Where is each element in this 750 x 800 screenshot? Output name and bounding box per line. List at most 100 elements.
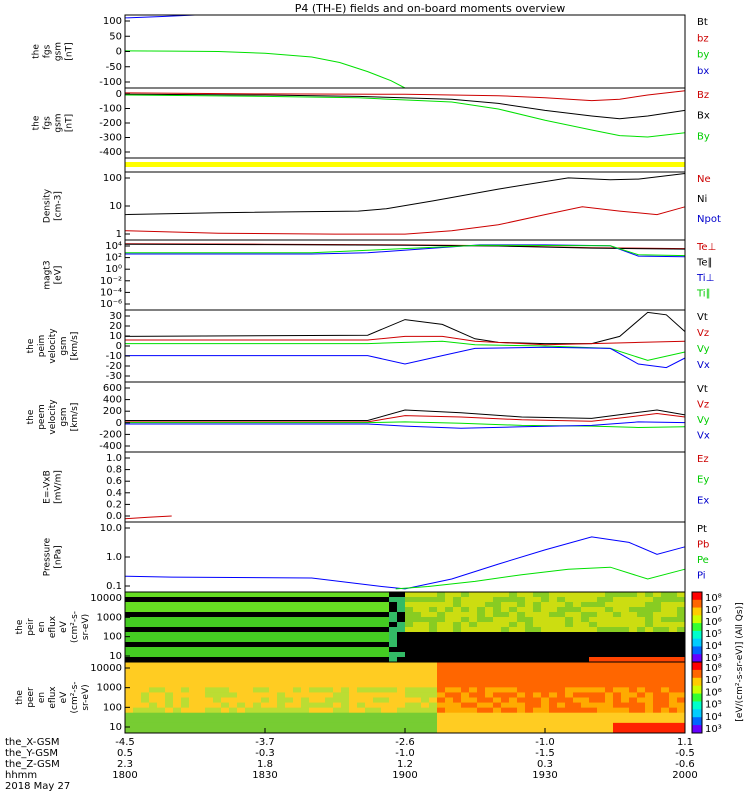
heatmap-cell — [389, 667, 398, 673]
heatmap-cell — [557, 692, 566, 698]
heatmap-cell — [573, 712, 582, 719]
heatmap-cell — [229, 657, 238, 663]
heatmap-cell — [165, 727, 174, 734]
heatmap-cell — [629, 607, 638, 613]
heatmap-cell — [413, 592, 422, 598]
heatmap-cell — [341, 647, 350, 653]
heatmap-cell — [621, 612, 630, 618]
heatmap-cell — [229, 722, 238, 729]
heatmap-cell — [165, 717, 174, 724]
panel-flag-bar — [124, 157, 686, 173]
heatmap-cell — [213, 642, 222, 648]
heatmap-cell — [645, 692, 654, 698]
heatmap-cell — [293, 617, 302, 623]
heatmap-cell — [397, 722, 406, 729]
heatmap-cell — [309, 697, 318, 704]
heatmap-cell — [597, 687, 606, 693]
heatmap-cell — [597, 667, 606, 673]
legend-entry: by — [697, 50, 709, 61]
y-tick-label: -30 — [106, 371, 122, 382]
heatmap-cell — [629, 612, 638, 618]
heatmap-cell — [213, 692, 222, 698]
x-tick-label: 2000 — [672, 770, 697, 781]
heatmap-cell — [629, 617, 638, 623]
heatmap-cell — [141, 642, 150, 648]
heatmap-cell — [389, 597, 398, 603]
heatmap-cell — [501, 652, 510, 658]
y-tick-label: 1.0 — [106, 552, 122, 563]
heatmap-cell — [661, 722, 670, 729]
heatmap-cell — [237, 602, 246, 608]
heatmap-cell — [165, 702, 174, 709]
heatmap-cell — [357, 642, 366, 648]
heatmap-cell — [637, 672, 646, 678]
heatmap-cell — [197, 682, 206, 688]
heatmap-cell — [349, 652, 358, 658]
heatmap-cell — [461, 652, 470, 658]
heatmap-cell — [245, 667, 254, 673]
x-tick-label: -0.5 — [675, 748, 695, 759]
heatmap-cell — [453, 602, 462, 608]
heatmap-cell — [341, 707, 350, 714]
heatmap-cell — [397, 627, 406, 633]
heatmap-cell — [341, 712, 350, 719]
heatmap-cell — [485, 692, 494, 698]
colorbar-swatch — [692, 677, 702, 687]
heatmap-cell — [389, 682, 398, 688]
heatmap-cell — [501, 677, 510, 683]
heatmap-cell — [365, 652, 374, 658]
heatmap-cell — [405, 687, 414, 693]
heatmap-cell — [637, 627, 646, 633]
heatmap-cell — [349, 597, 358, 603]
colorbar-tick-label: 10³ — [705, 653, 722, 664]
heatmap-cell — [373, 677, 382, 683]
heatmap-cell — [285, 612, 294, 618]
heatmap-cell — [597, 647, 606, 653]
heatmap-cell — [197, 612, 206, 618]
heatmap-cell — [517, 612, 526, 618]
heatmap-cell — [565, 592, 574, 598]
heatmap-cell — [325, 622, 334, 628]
heatmap-cell — [533, 702, 542, 709]
heatmap-cell — [141, 632, 150, 638]
heatmap-cell — [525, 637, 534, 643]
heatmap-cell — [477, 692, 486, 698]
heatmap-cell — [301, 657, 310, 663]
heatmap-cell — [173, 622, 182, 628]
heatmap-cell — [253, 682, 262, 688]
heatmap-cell — [205, 687, 214, 693]
heatmap-cell — [269, 682, 278, 688]
heatmap-cell — [525, 722, 534, 729]
heatmap-cell — [221, 697, 230, 704]
heatmap-cell — [173, 722, 182, 729]
heatmap-cell — [477, 667, 486, 673]
heatmap-cell — [157, 637, 166, 643]
heatmap-cell — [165, 692, 174, 698]
heatmap-cell — [181, 637, 190, 643]
heatmap-cell — [261, 607, 270, 613]
heatmap-cell — [517, 667, 526, 673]
heatmap-cell — [621, 617, 630, 623]
heatmap-cell — [541, 667, 550, 673]
heatmap-cell — [221, 717, 230, 724]
heatmap-cell — [629, 712, 638, 719]
heatmap-cell — [357, 662, 366, 668]
y-tick-label: 1 — [116, 229, 122, 240]
heatmap-cell — [317, 597, 326, 603]
heatmap-cell — [293, 652, 302, 658]
y-axis-label: [mV/m] — [54, 470, 64, 504]
heatmap-cell — [277, 607, 286, 613]
heatmap-cell — [365, 632, 374, 638]
heatmap-cell — [485, 652, 494, 658]
heatmap-cell — [317, 607, 326, 613]
heatmap-cell — [213, 632, 222, 638]
x-tick-label: -3.7 — [255, 737, 275, 748]
heatmap-cell — [165, 607, 174, 613]
heatmap-cell — [525, 627, 534, 633]
y-axis-label: (cm²-s- — [70, 681, 80, 713]
heatmap-cell — [605, 667, 614, 673]
heatmap-cell — [381, 642, 390, 648]
heatmap-cell — [645, 722, 654, 729]
heatmap-cell — [613, 722, 622, 729]
y-axis-label: gsm — [54, 42, 64, 61]
